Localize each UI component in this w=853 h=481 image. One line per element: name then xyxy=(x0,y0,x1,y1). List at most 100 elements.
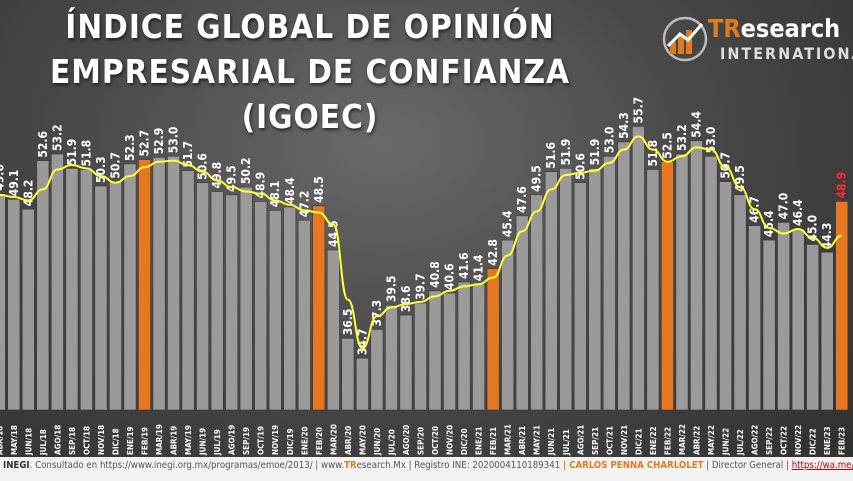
bar-ago-21 xyxy=(573,182,587,411)
value-label-ene-23: 44.3 xyxy=(820,223,834,250)
bar-nov-18 xyxy=(94,185,108,411)
trend-line xyxy=(0,135,842,350)
footer-whatsapp-link[interactable]: https://wa.me/524499193645 xyxy=(791,460,853,471)
value-label-mar-19: 52.9 xyxy=(152,128,166,155)
value-label-mar-21: 45.4 xyxy=(501,210,515,237)
x-tick-label-may-22: MAY/22 xyxy=(707,425,716,455)
bar-jun-21 xyxy=(544,171,558,411)
bar-nov-20 xyxy=(443,292,456,411)
bar-jul-22 xyxy=(733,194,747,411)
bar-dic-18 xyxy=(109,181,122,411)
x-tick-label-may-21: MAY/21 xyxy=(533,425,542,455)
value-label-abr-19: 53.0 xyxy=(167,127,181,154)
x-tick-label-may-18: MAY/18 xyxy=(10,425,19,455)
x-tick-label-jul-22: JUL/22 xyxy=(736,429,745,456)
x-tick-label-jun-21: JUN/21 xyxy=(547,428,556,456)
value-label-feb-23: 48.9 xyxy=(835,172,849,199)
bar-may-20 xyxy=(355,357,369,411)
bar-may-19 xyxy=(181,170,195,411)
value-label-jul-20: 39.5 xyxy=(384,276,398,303)
trend-line-group xyxy=(0,135,842,350)
x-tick-label-sep-20: SEP/20 xyxy=(417,427,426,455)
value-label-dic-20: 41.6 xyxy=(457,252,471,279)
title-line-2: EMPRESARIAL DE CONFIANZA (IGOEC) xyxy=(49,52,570,136)
footer-tr-rest: esearch.Mx | Registro INE: 2020004110189… xyxy=(356,460,561,471)
value-labels-group: 49.6 49.1 48.252.6 53.251.9 51.850.3 50.752.3… xyxy=(0,97,849,355)
x-tick-label-dic-18: DIC/18 xyxy=(111,428,120,455)
bar-ago-20 xyxy=(399,314,413,411)
footer-tr: TR xyxy=(344,460,357,471)
title-line-1: ÍNDICE GLOBAL DE OPINIÓN xyxy=(65,7,555,46)
x-tick-label-jun-18: JUN/18 xyxy=(24,428,33,456)
x-tick-label-oct-20: OCT/20 xyxy=(431,426,440,455)
bar-abr-20 xyxy=(341,337,355,411)
x-tick-label-mar-21: MAR/21 xyxy=(504,424,513,455)
value-label-oct-20: 40.8 xyxy=(428,261,442,288)
logo-brand: TResearch xyxy=(708,14,840,43)
bar-ene-21 xyxy=(472,283,486,411)
value-label-jun-18: 48.2 xyxy=(21,180,35,207)
bar-ago-18 xyxy=(50,153,64,411)
tresearch-logo: TResearch INTERNATIONAL xyxy=(662,14,853,72)
value-label-jun-19: 50.6 xyxy=(196,153,210,180)
value-label-nov-18: 50.3 xyxy=(94,156,108,183)
footer-bar: INEGI. Consultado en https://www.inegi.o… xyxy=(0,457,853,481)
x-tick-label-feb-23: FEB/23 xyxy=(838,427,847,455)
x-tick-label-ene-20: ENE/20 xyxy=(300,426,309,455)
x-tick-label-jun-20: JUN/20 xyxy=(373,428,382,456)
chart-title: ÍNDICE GLOBAL DE OPINIÓN EMPRESARIAL DE … xyxy=(0,4,620,139)
x-tick-label-feb-22: FEB/22 xyxy=(663,427,672,455)
logo-mark-icon xyxy=(662,16,708,62)
bar-jul-19 xyxy=(210,191,224,411)
bar-mar-21 xyxy=(501,239,515,411)
bar-dic-19 xyxy=(283,206,297,411)
bar-feb-21 xyxy=(486,268,500,411)
value-label-ago-18: 53.2 xyxy=(50,124,64,151)
logo-brand-tr: TR xyxy=(708,14,741,43)
value-label-dic-18: 50.7 xyxy=(108,152,122,179)
value-label-sep-19: 50.2 xyxy=(239,157,253,184)
x-tick-label-may-20: MAY/20 xyxy=(358,425,367,455)
bar-nov-21 xyxy=(617,141,631,411)
value-label-feb-21: 42.8 xyxy=(486,239,500,266)
bar-may-18 xyxy=(7,198,21,411)
x-tick-label-mar-20: MAR/20 xyxy=(329,424,338,455)
value-label-may-18: 49.1 xyxy=(7,170,21,197)
x-tick-label-dic-20: DIC/20 xyxy=(460,428,469,455)
x-tick-label-feb-21: FEB/21 xyxy=(489,427,498,455)
value-label-oct-18: 51.8 xyxy=(79,140,93,167)
x-tick-label-sep-18: SEP/18 xyxy=(68,427,77,455)
bar-mar-20 xyxy=(326,249,340,411)
bar-feb-20 xyxy=(312,205,326,411)
value-label-sep-22: 45.4 xyxy=(762,210,776,237)
value-label-jul-18: 52.6 xyxy=(36,131,50,158)
value-label-abr-22: 54.4 xyxy=(689,111,703,138)
x-tick-label-ago-19: AGO/19 xyxy=(228,425,237,455)
x-tick-label-jul-20: JUL/20 xyxy=(387,429,396,456)
bar-oct-20 xyxy=(428,290,442,411)
x-tick-labels-group: ABR/18 MAY/18 JUN/18 JUL/18 AGO/18 SEP/18 OCT/… xyxy=(0,424,847,456)
x-tick-label-ene-23: ENE/23 xyxy=(823,426,832,455)
bar-dic-22 xyxy=(806,244,820,411)
bar-mar-22 xyxy=(675,153,689,411)
bar-sep-22 xyxy=(762,239,776,411)
bar-ene-22 xyxy=(646,169,660,411)
x-tick-label-ene-21: ENE/21 xyxy=(475,426,484,455)
x-tick-label-oct-19: OCT/19 xyxy=(257,426,266,455)
x-tick-label-jul-19: JUL/19 xyxy=(213,429,222,456)
bar-jul-18 xyxy=(36,160,50,411)
x-tick-label-jun-22: JUN/22 xyxy=(722,428,731,456)
logo-subtitle: INTERNATIONAL xyxy=(720,44,853,63)
value-label-jun-21: 51.6 xyxy=(544,142,558,169)
x-tick-label-dic-21: DIC/21 xyxy=(634,428,643,455)
bar-feb-19 xyxy=(138,159,151,411)
value-label-abr-20: 36.5 xyxy=(341,309,355,336)
x-tick-label-nov-19: NOV/19 xyxy=(271,425,280,455)
value-label-nov-19: 48.1 xyxy=(268,181,282,208)
value-label-dic-19: 48.4 xyxy=(283,177,297,204)
bar-jun-22 xyxy=(719,181,732,411)
bar-sep-18 xyxy=(65,168,79,411)
x-tick-label-dic-22: DIC/22 xyxy=(809,428,818,455)
bar-oct-19 xyxy=(254,201,268,411)
value-label-mar-20: 44.5 xyxy=(326,220,340,247)
